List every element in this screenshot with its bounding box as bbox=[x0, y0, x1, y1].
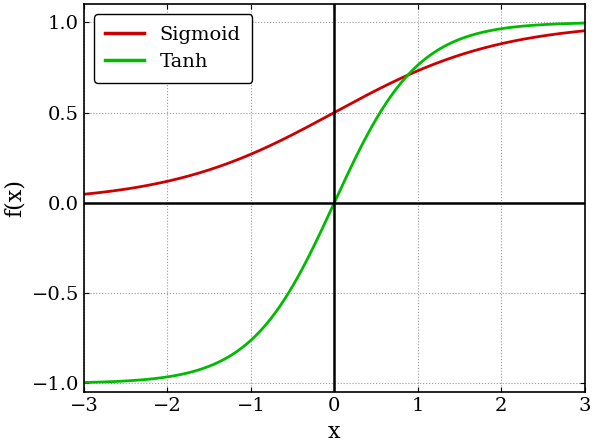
Tanh bbox=[424, 54, 431, 59]
Sigmoid bbox=[131, 185, 139, 190]
Tanh bbox=[131, 378, 139, 383]
Tanh bbox=[283, 294, 290, 299]
Sigmoid bbox=[480, 46, 487, 51]
Line: Sigmoid: Sigmoid bbox=[84, 31, 584, 194]
Sigmoid bbox=[301, 126, 308, 131]
Sigmoid bbox=[581, 28, 588, 34]
Y-axis label: f(x): f(x) bbox=[4, 179, 26, 217]
Sigmoid bbox=[471, 48, 478, 53]
Line: Tanh: Tanh bbox=[84, 23, 584, 383]
Tanh bbox=[471, 32, 478, 37]
Tanh bbox=[480, 30, 487, 35]
Sigmoid bbox=[424, 64, 431, 69]
Tanh bbox=[581, 21, 588, 26]
Sigmoid bbox=[80, 192, 87, 197]
Tanh bbox=[301, 262, 308, 267]
Tanh bbox=[80, 380, 87, 385]
X-axis label: x: x bbox=[328, 421, 340, 443]
Legend: Sigmoid, Tanh: Sigmoid, Tanh bbox=[93, 14, 252, 83]
Sigmoid bbox=[283, 135, 290, 140]
